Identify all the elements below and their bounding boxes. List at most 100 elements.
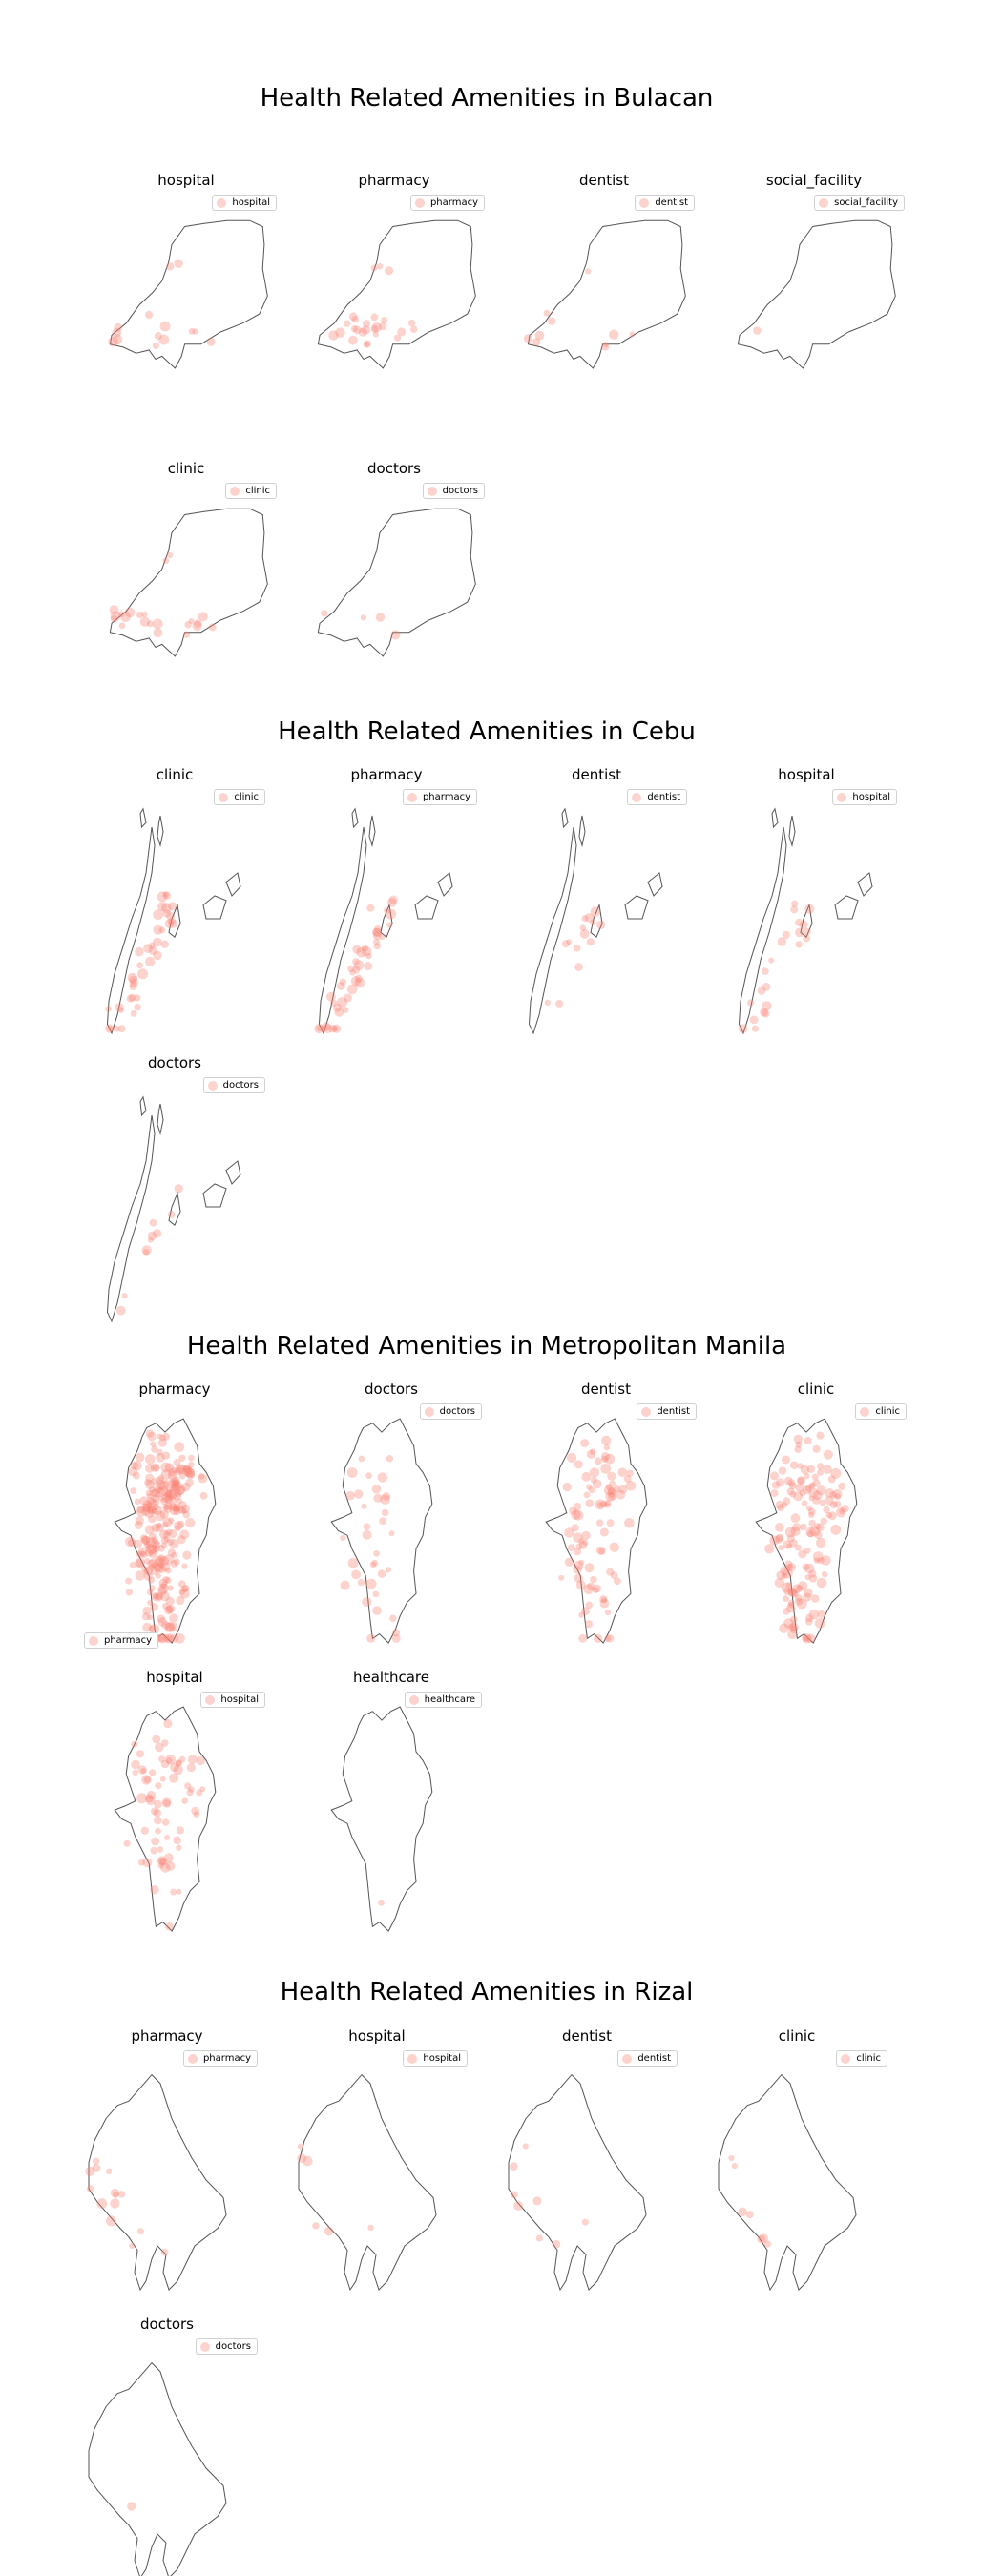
amenity-point bbox=[354, 974, 363, 983]
amenity-point bbox=[174, 1442, 185, 1452]
amenity-point bbox=[165, 1861, 176, 1871]
amenity-point bbox=[198, 612, 208, 622]
legend-label: hospital bbox=[423, 2053, 461, 2064]
region-outline bbox=[168, 1191, 181, 1227]
amenity-point bbox=[792, 1523, 802, 1531]
region-outline bbox=[771, 807, 779, 829]
amenity-point bbox=[320, 1025, 327, 1032]
amenity-point bbox=[185, 1478, 194, 1487]
amenity-point bbox=[137, 968, 149, 980]
amenity-point bbox=[377, 1472, 387, 1483]
amenity-point bbox=[586, 1484, 593, 1490]
region-map bbox=[508, 2073, 647, 2292]
amenity-point bbox=[812, 1444, 821, 1453]
amenity-point bbox=[141, 1245, 152, 1256]
amenity-point bbox=[135, 1452, 145, 1463]
amenity-point bbox=[381, 317, 388, 323]
amenity-point bbox=[777, 1504, 784, 1512]
amenity-point bbox=[532, 338, 541, 346]
amenity-point bbox=[360, 614, 367, 621]
amenity-point bbox=[352, 958, 360, 966]
legend: clinic bbox=[214, 789, 265, 805]
amenity-point bbox=[574, 963, 583, 971]
amenity-point bbox=[373, 924, 382, 933]
legend-marker-icon bbox=[819, 197, 829, 208]
amenity-point bbox=[162, 1504, 170, 1511]
amenity-point bbox=[186, 1788, 194, 1797]
amenity-point bbox=[806, 1465, 816, 1473]
amenity-point bbox=[160, 1759, 170, 1769]
amenity-point bbox=[138, 1550, 146, 1558]
amenity-point bbox=[602, 342, 609, 348]
amenity-point bbox=[129, 2242, 136, 2249]
amenity-point bbox=[821, 1570, 828, 1578]
amenity-point bbox=[770, 1489, 779, 1498]
amenity-point bbox=[177, 1535, 186, 1545]
amenity-point bbox=[825, 1496, 834, 1506]
amenity-point bbox=[120, 612, 131, 622]
amenity-point bbox=[838, 1482, 846, 1490]
amenity-point bbox=[777, 937, 786, 946]
amenity-point bbox=[165, 1484, 174, 1492]
amenity-point bbox=[162, 891, 171, 900]
amenity-point bbox=[605, 1484, 613, 1490]
amenity-point bbox=[129, 983, 137, 991]
region-map bbox=[523, 219, 686, 369]
amenity-point bbox=[382, 1492, 391, 1501]
amenity-point bbox=[142, 1500, 153, 1509]
amenity-point bbox=[175, 1759, 182, 1767]
amenity-point bbox=[168, 1517, 175, 1524]
amenity-point bbox=[184, 1782, 192, 1790]
legend-label: hospital bbox=[220, 1694, 259, 1705]
amenity-point bbox=[185, 1518, 196, 1528]
amenity-point bbox=[166, 551, 174, 559]
amenity-point bbox=[580, 1607, 591, 1616]
amenity-point bbox=[155, 1827, 161, 1835]
amenity-point bbox=[523, 334, 532, 343]
amenity-point bbox=[378, 1899, 385, 1906]
amenity-point bbox=[110, 2198, 120, 2209]
amenity-point bbox=[833, 1500, 842, 1508]
amenity-point bbox=[161, 1818, 170, 1826]
map-panel-rizal-dentist: dentist dentist bbox=[496, 2027, 678, 2292]
amenity-point bbox=[164, 1489, 174, 1499]
amenity-point bbox=[157, 1485, 169, 1496]
amenity-point bbox=[154, 1485, 162, 1494]
amenity-point bbox=[808, 1574, 818, 1583]
amenity-point bbox=[151, 1536, 158, 1544]
map-panel-bulacan-clinic: clinic clinic bbox=[95, 460, 277, 657]
amenity-point bbox=[151, 1493, 159, 1503]
amenity-point bbox=[548, 317, 556, 325]
amenity-point bbox=[178, 1501, 187, 1509]
amenity-point bbox=[136, 1506, 147, 1517]
amenity-point bbox=[181, 1563, 188, 1569]
amenity-point bbox=[158, 1578, 168, 1588]
amenity-point bbox=[192, 328, 198, 335]
amenity-point bbox=[164, 1834, 171, 1840]
amenity-point bbox=[590, 906, 601, 917]
legend-marker-icon bbox=[427, 486, 437, 496]
legend: hospital bbox=[403, 2050, 468, 2067]
amenity-point bbox=[371, 322, 382, 333]
amenity-point bbox=[787, 1623, 797, 1632]
amenity-point bbox=[511, 2191, 518, 2199]
amenity-point bbox=[373, 943, 381, 950]
amenity-point bbox=[128, 1466, 138, 1477]
amenity-point bbox=[155, 1523, 164, 1532]
amenity-point bbox=[351, 1569, 361, 1580]
legend: doctors bbox=[202, 1077, 265, 1093]
amenity-point bbox=[812, 1496, 821, 1505]
amenity-point bbox=[817, 1468, 824, 1476]
amenity-point bbox=[160, 1542, 168, 1548]
amenity-point bbox=[805, 1527, 816, 1538]
amenity-point bbox=[136, 1505, 145, 1514]
region-map bbox=[330, 1418, 433, 1644]
amenity-point bbox=[144, 1525, 155, 1535]
amenity-point bbox=[816, 1431, 825, 1440]
amenity-point bbox=[167, 917, 176, 925]
amenity-point bbox=[144, 1794, 154, 1803]
amenity-point bbox=[136, 962, 143, 969]
amenity-point bbox=[175, 1466, 183, 1476]
amenity-point bbox=[573, 1547, 582, 1556]
amenity-point bbox=[150, 1846, 157, 1855]
